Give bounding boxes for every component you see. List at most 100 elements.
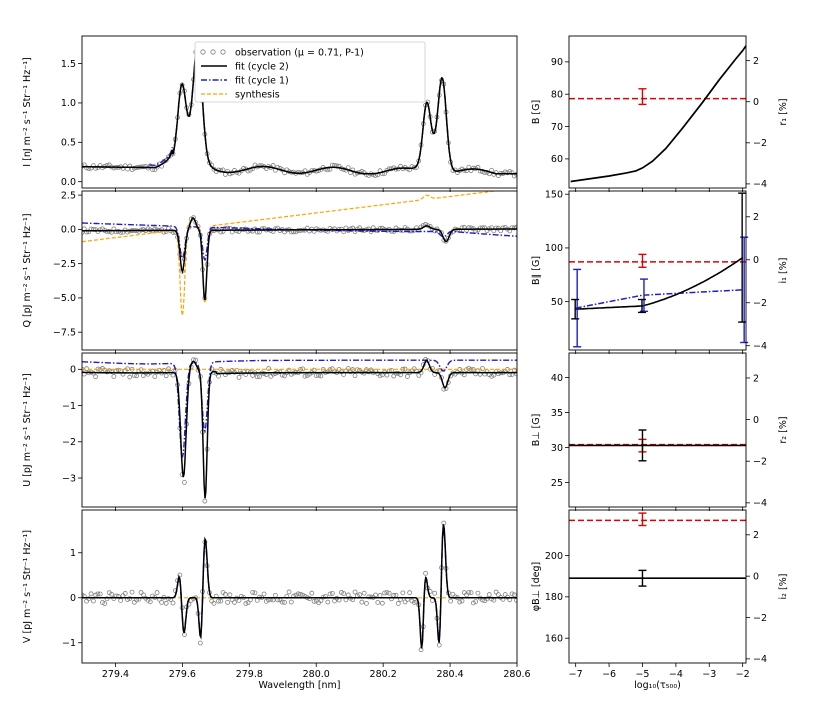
- observation-marker: [97, 591, 103, 597]
- legend-marker-observation: [210, 49, 216, 55]
- fit-cycle2-line-U: [82, 359, 517, 499]
- y2-tick-label: −4: [753, 498, 767, 509]
- observation-marker: [368, 594, 374, 600]
- y-tick-label: 70: [551, 122, 563, 133]
- observation-marker: [511, 225, 517, 231]
- observation-marker: [86, 596, 92, 602]
- observation-marker: [166, 596, 171, 602]
- observation-marker: [154, 590, 160, 595]
- y-tick-label: 0: [70, 593, 76, 604]
- observation-marker: [116, 228, 121, 234]
- y-tick-label: 35: [551, 408, 563, 419]
- observation-marker: [288, 599, 294, 605]
- observation-marker: [218, 598, 224, 604]
- observation-marker: [259, 163, 265, 169]
- y-axis-label: I [nJ m⁻² s⁻¹ Str⁻¹ Hz⁻¹]: [22, 57, 33, 166]
- fit-cycle2-line-I: [82, 43, 517, 175]
- y-tick-label: −7.5: [53, 327, 76, 338]
- observation-marker: [163, 600, 169, 606]
- y-axis-label: Q [pJ m⁻² s⁻¹ Str⁻¹ Hz⁻¹]: [22, 213, 33, 327]
- y2-tick-label: 2: [753, 212, 759, 223]
- observation-marker: [452, 594, 458, 600]
- y2-axis-label: i₂ [%]: [778, 574, 789, 600]
- observation-marker: [357, 592, 362, 598]
- observation-marker: [111, 165, 117, 171]
- y2-tick-label: 0: [753, 97, 759, 108]
- clipped-V: [82, 520, 517, 653]
- observation-marker: [345, 592, 351, 598]
- observation-marker: [318, 598, 324, 603]
- observation-marker: [411, 600, 417, 605]
- x-axis-label: log₁₀(τ₅₀₀): [634, 680, 681, 691]
- y-tick-label: −1: [62, 401, 76, 412]
- observation-marker: [370, 172, 376, 178]
- observation-marker: [254, 374, 260, 380]
- fit-cycle2-line-Q: [82, 217, 517, 301]
- observation-marker: [364, 172, 369, 177]
- observation-marker: [179, 82, 185, 88]
- x-tick-label: 280.4: [436, 669, 463, 680]
- y-tick-label: 90: [551, 57, 563, 68]
- y-tick-label: 80: [551, 90, 563, 101]
- observation-marker: [457, 599, 463, 605]
- observation-marker: [111, 374, 117, 379]
- axes-frame-I: [81, 35, 518, 189]
- y-tick-label: 200: [545, 551, 563, 562]
- observation-marker: [489, 373, 494, 379]
- observation-marker: [341, 591, 347, 596]
- x-tick-label: −3: [702, 669, 716, 680]
- y-tick-label: −3: [62, 473, 76, 484]
- y-axis-label: B∥ [G]: [531, 256, 542, 285]
- clipped-phi: [569, 512, 746, 587]
- x-tick-label: 280.2: [370, 669, 397, 680]
- x-tick-label: 280.6: [503, 669, 530, 680]
- observation-marker: [475, 590, 481, 596]
- observation-marker: [261, 371, 267, 377]
- observation-marker: [279, 599, 285, 605]
- observation-marker: [329, 590, 335, 596]
- observation-marker: [493, 225, 499, 231]
- observation-marker: [400, 590, 406, 596]
- observation-marker: [172, 588, 178, 594]
- observation-marker: [466, 590, 472, 595]
- y2-axis-label: r₂ [%]: [778, 416, 789, 443]
- y2-tick-label: −4: [753, 179, 767, 190]
- observation-marker: [170, 600, 176, 606]
- observation-marker: [361, 590, 367, 596]
- legend: [194, 41, 426, 103]
- axes-frame-Q: [81, 190, 518, 351]
- observation-marker: [282, 599, 287, 605]
- observation-marker: [104, 596, 110, 602]
- observation-marker: [384, 590, 390, 595]
- y-tick-label: 180: [545, 592, 563, 603]
- observation-marker: [236, 374, 242, 380]
- observation-marker: [295, 591, 301, 597]
- observation-marker: [202, 498, 208, 504]
- y-tick-label: 50: [551, 297, 563, 308]
- Bpar-cycle1-line: [575, 289, 743, 309]
- synthesis-line-Q: [82, 191, 500, 316]
- legend-box: [194, 41, 426, 103]
- y-tick-label: 0.5: [61, 138, 76, 149]
- y-tick-label: 1.5: [61, 59, 76, 70]
- observation-marker: [84, 366, 89, 372]
- observation-marker: [152, 374, 158, 379]
- observation-marker: [147, 599, 153, 605]
- y-tick-label: 0.0: [61, 225, 76, 236]
- observation-marker: [82, 592, 85, 598]
- observation-marker: [106, 228, 112, 234]
- observation-marker: [436, 368, 442, 373]
- observation-marker: [302, 373, 308, 379]
- observation-marker: [286, 589, 292, 595]
- observation-marker: [407, 590, 413, 596]
- y-tick-label: −5.0: [53, 293, 76, 304]
- x-tick-label: 280.0: [303, 669, 330, 680]
- observation-marker: [84, 165, 89, 171]
- x-tick-label: −6: [602, 669, 616, 680]
- observation-marker: [468, 590, 474, 596]
- observation-marker: [384, 227, 390, 233]
- legend-entry: observation (μ = 0.71, P-1): [235, 47, 364, 58]
- clipped-Q: [82, 191, 517, 316]
- y2-tick-label: 0: [753, 255, 759, 266]
